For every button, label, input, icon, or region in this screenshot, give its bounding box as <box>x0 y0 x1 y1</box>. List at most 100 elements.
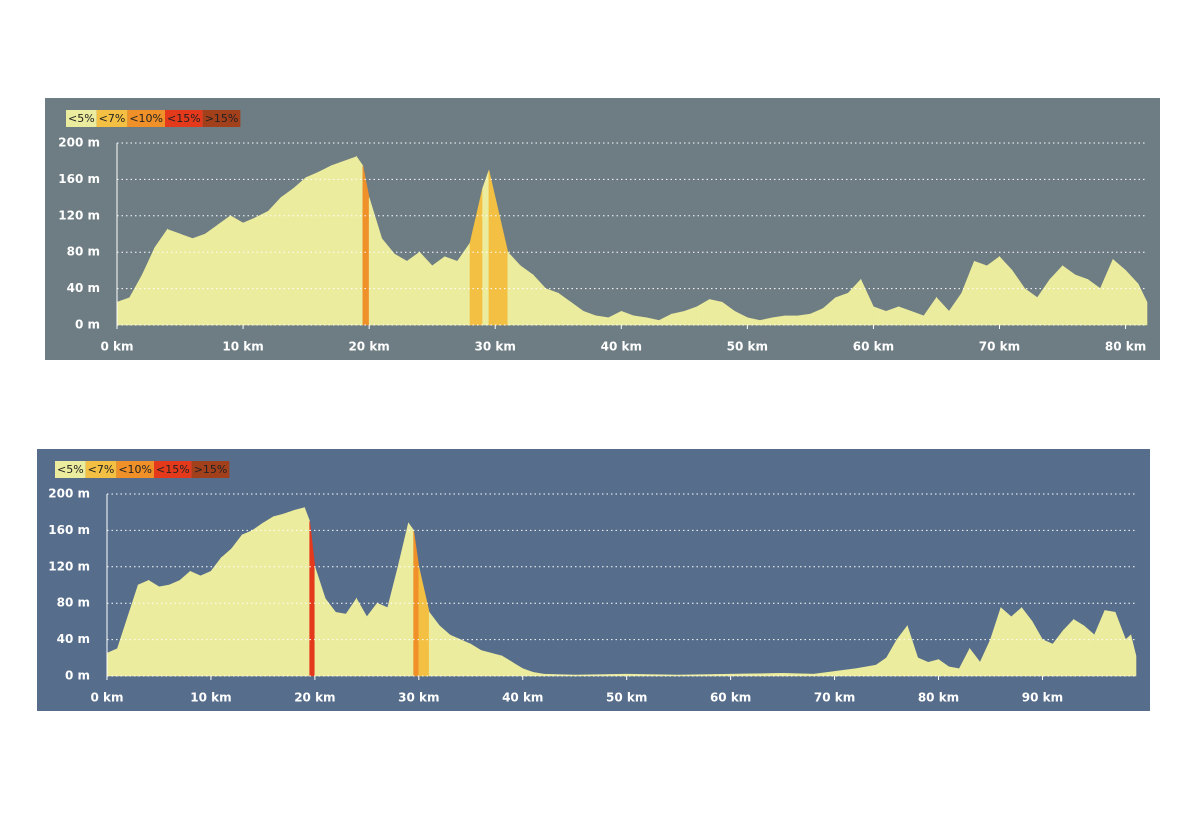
elevation-segment <box>293 176 307 326</box>
elevation-segment <box>148 579 160 677</box>
legend-swatch <box>85 461 117 478</box>
elevation-segment <box>381 237 395 326</box>
x-tick-label: 20 km <box>294 691 335 705</box>
elevation-segment <box>1042 639 1054 677</box>
legend-label: <10% <box>118 463 152 476</box>
elevation-segment <box>167 229 181 326</box>
legend-swatch <box>55 461 86 478</box>
elevation-segment <box>709 299 723 326</box>
elevation-segment <box>204 224 219 326</box>
elevation-segment <box>482 170 490 326</box>
elevation-segment <box>671 310 685 326</box>
elevation-segment <box>252 522 264 677</box>
x-tick-label: 70 km <box>814 691 855 705</box>
elevation-segment <box>1010 607 1022 677</box>
legend-swatch <box>191 461 230 478</box>
elevation-segment <box>318 165 332 326</box>
legend-swatch <box>116 461 155 478</box>
elevation-segment <box>293 507 305 677</box>
elevation-segment <box>439 625 451 677</box>
x-tick-label: 70 km <box>979 340 1020 354</box>
elevation-chart: 0 m 40 m 80 m 120 m 160 m 200 m 0 km 10 km 20 km… <box>45 98 1160 360</box>
elevation-segment <box>283 509 295 677</box>
elevation-segment <box>772 315 786 326</box>
elevation-segment <box>480 650 492 677</box>
elevation-segment <box>356 155 364 326</box>
legend-label: <5% <box>57 463 84 476</box>
elevation-segment <box>335 611 347 677</box>
elevation-segment <box>460 639 472 677</box>
elevation-segment <box>1062 265 1076 326</box>
elevation-segment <box>242 217 256 326</box>
x-tick-label: 40 km <box>502 691 543 705</box>
elevation-segment <box>545 288 559 326</box>
elevation-segment <box>343 156 357 326</box>
x-tick-label: 40 km <box>601 340 642 354</box>
legend-label: <15% <box>156 463 190 476</box>
y-tick-label: 120 m <box>48 559 90 573</box>
elevation-segment <box>221 547 233 677</box>
legend-label: <5% <box>68 112 95 125</box>
x-tick-label: 10 km <box>190 691 231 705</box>
elevation-segment <box>1000 607 1012 677</box>
x-tick-label: 60 km <box>710 691 751 705</box>
elevation-segment <box>1073 619 1085 677</box>
elevation-segment <box>255 210 269 326</box>
legend-label: <7% <box>88 463 115 476</box>
x-tick-label: 50 km <box>727 340 768 354</box>
elevation-segment <box>230 215 244 326</box>
elevation-segment <box>1083 625 1095 677</box>
elevation-segment <box>169 579 181 677</box>
legend-swatch <box>66 110 97 127</box>
legend-label: <7% <box>99 112 126 125</box>
y-tick-label: 160 m <box>48 523 90 537</box>
x-tick-label: 0 km <box>100 340 133 354</box>
legend-label: >15% <box>205 112 239 125</box>
elevation-segment <box>797 313 811 326</box>
elevation-segment <box>189 570 201 677</box>
elevation-segment <box>431 256 446 326</box>
elevation-segment <box>137 579 149 677</box>
elevation-segment <box>210 556 222 677</box>
x-tick-label: 10 km <box>222 340 263 354</box>
legend-swatch <box>154 461 192 478</box>
x-tick-label: 0 km <box>90 691 123 705</box>
x-tick-label: 50 km <box>606 691 647 705</box>
elevation-segment <box>595 315 609 326</box>
elevation-segment <box>280 187 294 326</box>
y-tick-label: 0 m <box>75 318 100 332</box>
elevation-segment <box>217 215 231 326</box>
elevation-segment <box>1074 274 1089 326</box>
x-tick-label: 80 km <box>918 691 959 705</box>
legend-swatch <box>96 110 128 127</box>
elevation-segment <box>520 265 534 326</box>
legend-swatch <box>202 110 241 127</box>
elevation-segment <box>273 513 284 677</box>
elevation-segment <box>304 507 310 677</box>
elevation-segment <box>262 516 274 677</box>
y-tick-label: 80 m <box>57 596 90 610</box>
elevation-segment <box>331 160 345 326</box>
elevation-segment <box>927 659 939 677</box>
elevation-segment <box>179 233 193 326</box>
legend-label: >15% <box>194 463 228 476</box>
y-tick-label: 200 m <box>48 487 90 501</box>
elevation-segment <box>200 570 212 677</box>
x-tick-label: 60 km <box>853 340 894 354</box>
elevation-segment <box>784 315 799 326</box>
elevation-segment <box>973 260 988 326</box>
elevation-segment <box>488 170 496 326</box>
y-tick-label: 40 m <box>57 632 90 646</box>
elevation-segment <box>444 256 458 326</box>
elevation-segment <box>449 634 461 677</box>
y-tick-label: 80 m <box>67 245 100 259</box>
elevation-segment <box>948 666 960 677</box>
y-tick-label: 40 m <box>67 281 100 295</box>
elevation-segment <box>986 256 1000 326</box>
elevation-segment <box>305 171 320 326</box>
elevation-segment <box>491 652 503 677</box>
y-tick-label: 200 m <box>58 136 100 150</box>
elevation-segment <box>408 522 414 677</box>
elevation-segment <box>116 297 130 326</box>
